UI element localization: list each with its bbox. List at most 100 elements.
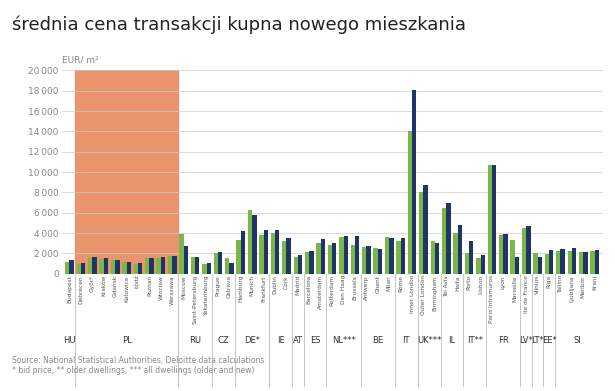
Text: CZ: CZ — [218, 335, 229, 345]
Bar — [556, 251, 560, 274]
Bar — [180, 234, 184, 274]
Bar — [100, 260, 104, 274]
Bar — [476, 258, 480, 274]
Bar — [92, 257, 97, 274]
Bar — [207, 263, 211, 274]
Bar — [328, 245, 332, 274]
Bar — [385, 237, 389, 274]
Bar — [389, 238, 394, 274]
Bar — [560, 249, 565, 274]
Text: HU: HU — [63, 335, 76, 345]
Bar — [260, 235, 264, 274]
Bar — [396, 241, 400, 274]
Bar — [195, 257, 199, 274]
Bar — [202, 264, 207, 274]
Bar — [282, 241, 287, 274]
Bar — [480, 255, 485, 274]
Bar — [293, 257, 298, 274]
Text: AT: AT — [293, 335, 303, 345]
Bar — [218, 252, 222, 274]
Bar — [583, 252, 587, 274]
Text: BE: BE — [372, 335, 383, 345]
Bar — [579, 252, 583, 274]
Bar — [344, 236, 348, 274]
Bar — [435, 243, 439, 274]
Bar — [191, 257, 195, 274]
Bar — [373, 248, 378, 274]
Bar — [419, 192, 424, 274]
Bar — [590, 251, 595, 274]
Text: Source: National Statistical Authorities, Deloitte data calculations
* bid price: Source: National Statistical Authorities… — [12, 356, 264, 375]
Bar — [453, 233, 458, 274]
Bar — [229, 262, 234, 274]
Bar — [156, 258, 161, 274]
Bar — [184, 246, 188, 274]
Bar — [104, 258, 108, 274]
Bar — [492, 165, 496, 274]
Bar — [75, 70, 178, 274]
Bar — [275, 230, 279, 274]
Bar — [572, 248, 576, 274]
Bar — [595, 250, 599, 274]
Bar — [424, 185, 428, 274]
Bar — [515, 257, 519, 274]
Bar — [77, 264, 81, 274]
Bar — [305, 252, 309, 274]
Bar — [168, 256, 172, 274]
Bar — [138, 263, 142, 274]
Bar — [236, 240, 240, 274]
Bar — [161, 257, 165, 274]
Bar — [316, 243, 320, 274]
Text: IE: IE — [277, 335, 285, 345]
Bar — [545, 255, 549, 274]
Bar — [320, 239, 325, 274]
Bar — [499, 235, 503, 274]
Text: RU: RU — [189, 335, 201, 345]
Bar — [469, 241, 474, 274]
Bar — [367, 246, 371, 274]
Bar — [362, 247, 367, 274]
Bar — [127, 262, 131, 274]
Text: ES: ES — [310, 335, 320, 345]
Bar — [549, 250, 554, 274]
Bar — [271, 233, 275, 274]
Bar — [81, 263, 85, 274]
Bar — [69, 260, 74, 274]
Bar — [488, 165, 492, 274]
Bar — [568, 251, 572, 274]
Bar — [213, 253, 218, 274]
Bar — [248, 210, 252, 274]
Text: LT*: LT* — [531, 335, 544, 345]
Text: NL***: NL*** — [331, 335, 355, 345]
Bar — [412, 90, 416, 274]
Bar — [522, 228, 526, 274]
Bar — [465, 253, 469, 274]
Text: IT: IT — [403, 335, 410, 345]
Bar — [503, 234, 508, 274]
Bar — [446, 203, 451, 274]
Bar — [339, 237, 344, 274]
Bar — [287, 238, 291, 274]
Text: IL: IL — [448, 335, 456, 345]
Text: FR: FR — [498, 335, 509, 345]
Bar — [526, 226, 531, 274]
Bar — [88, 258, 92, 274]
Bar — [538, 257, 542, 274]
Bar — [458, 225, 462, 274]
Text: DE*: DE* — [244, 335, 260, 345]
Text: EUR/ m²: EUR/ m² — [62, 56, 98, 65]
Bar — [351, 245, 355, 274]
Bar — [122, 262, 127, 274]
Bar — [400, 238, 405, 274]
Text: SI: SI — [574, 335, 581, 345]
Bar — [240, 231, 245, 274]
Bar — [65, 262, 69, 274]
Bar — [378, 249, 382, 274]
Bar — [309, 251, 314, 274]
Bar — [355, 236, 359, 274]
Text: średnia cena transakcji kupna nowego mieszkania: średnia cena transakcji kupna nowego mie… — [12, 16, 466, 34]
Bar — [430, 241, 435, 274]
Bar — [133, 264, 138, 274]
Bar — [225, 258, 229, 274]
Text: LV*: LV* — [519, 335, 533, 345]
